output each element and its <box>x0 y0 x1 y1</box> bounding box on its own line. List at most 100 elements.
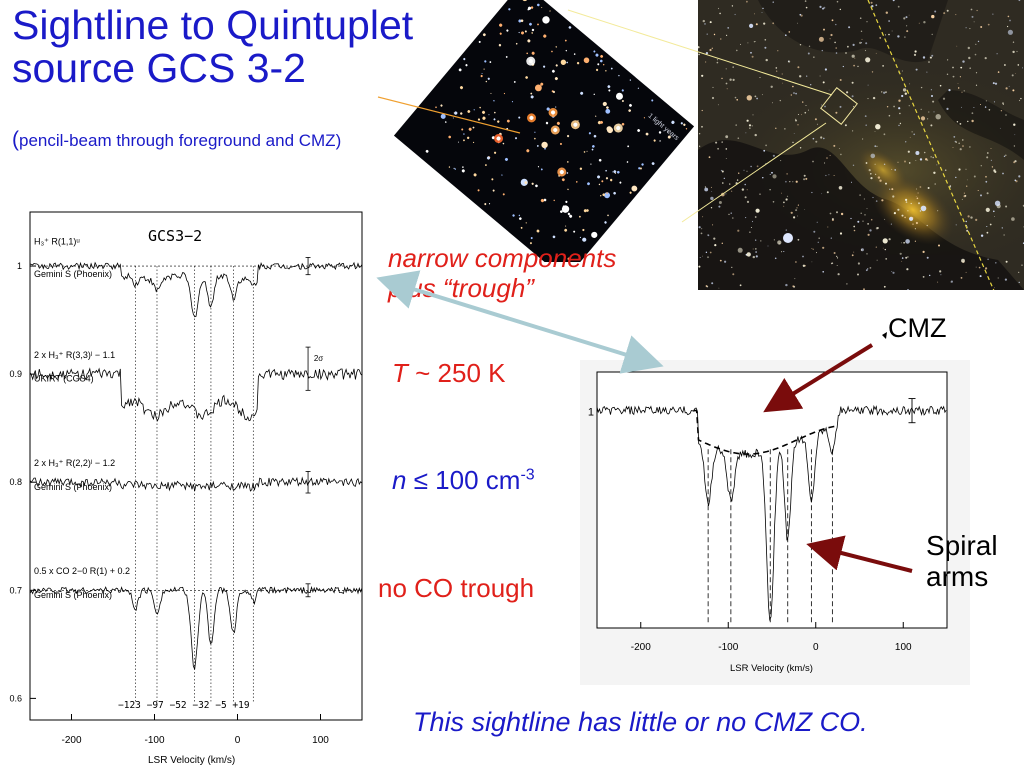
star <box>750 165 752 168</box>
star <box>783 251 785 252</box>
star <box>952 75 955 78</box>
star <box>777 240 782 245</box>
star <box>893 212 896 215</box>
star <box>931 54 934 57</box>
star <box>925 158 928 161</box>
star <box>866 21 868 23</box>
series-instrument-label: Gemini S (Phoenix) <box>34 482 112 492</box>
star <box>724 260 727 263</box>
star <box>709 251 712 254</box>
star <box>919 158 923 161</box>
star <box>1002 103 1004 105</box>
star <box>897 208 900 211</box>
star <box>556 121 560 125</box>
star <box>698 133 701 135</box>
star <box>764 46 767 49</box>
star <box>875 246 877 248</box>
series-instrument-label: Gemini S (Phoenix) <box>34 590 112 600</box>
star <box>853 225 856 228</box>
star <box>785 283 788 287</box>
star <box>1000 110 1003 112</box>
star <box>746 170 748 172</box>
star <box>930 89 932 91</box>
star <box>987 23 990 26</box>
star <box>555 106 557 108</box>
star <box>797 66 800 69</box>
star <box>823 28 825 31</box>
star <box>619 181 622 184</box>
star <box>1002 102 1004 105</box>
star <box>922 276 925 278</box>
star <box>913 133 915 136</box>
star <box>875 173 877 175</box>
star <box>536 3 540 7</box>
star <box>717 104 719 106</box>
star <box>667 135 671 139</box>
star <box>883 163 886 165</box>
star <box>919 186 922 188</box>
star <box>492 189 495 192</box>
star <box>965 168 967 170</box>
star <box>763 149 766 152</box>
star <box>907 150 910 153</box>
star <box>536 229 540 233</box>
star <box>905 198 908 201</box>
series-label: H₃⁺ R(1,1)ᵘ <box>34 236 80 246</box>
star <box>864 49 867 52</box>
density-value: ≤ 100 cm <box>406 465 521 495</box>
annotation-narrow-components: narrow components plus “trough” <box>388 243 616 303</box>
star <box>555 64 558 67</box>
star <box>711 47 713 49</box>
star <box>754 41 756 42</box>
star <box>957 83 959 84</box>
star <box>747 42 749 44</box>
star <box>613 191 616 195</box>
star <box>790 211 793 214</box>
star <box>885 91 887 93</box>
star <box>488 203 491 205</box>
star <box>735 182 738 185</box>
star <box>804 111 807 114</box>
star <box>604 221 607 224</box>
star <box>959 148 962 151</box>
star <box>725 82 728 85</box>
star <box>926 256 929 259</box>
star <box>821 193 823 195</box>
star <box>704 23 706 25</box>
star <box>851 81 854 84</box>
star <box>930 124 933 127</box>
star <box>867 223 869 225</box>
star <box>562 205 566 208</box>
star <box>699 257 701 258</box>
star <box>908 162 911 164</box>
star <box>534 131 536 133</box>
star <box>793 92 795 94</box>
star <box>534 137 536 140</box>
star <box>600 121 603 124</box>
star <box>822 246 825 249</box>
star <box>824 105 826 108</box>
x-tick-label: -100 <box>718 642 738 653</box>
star <box>767 245 769 247</box>
star <box>761 94 763 96</box>
star <box>717 147 719 150</box>
star <box>551 50 553 53</box>
star <box>564 228 568 232</box>
star <box>831 262 834 264</box>
star <box>602 101 607 107</box>
bright-star <box>783 233 793 243</box>
star <box>717 7 720 10</box>
star <box>802 264 806 267</box>
star <box>515 137 518 140</box>
star <box>754 13 755 15</box>
star <box>454 168 456 170</box>
star <box>989 223 992 226</box>
star <box>875 124 881 130</box>
x-tick-label: -200 <box>61 735 81 746</box>
star <box>702 216 704 218</box>
star <box>710 196 714 201</box>
star <box>734 13 736 16</box>
star <box>949 185 952 187</box>
star <box>997 71 1000 73</box>
star <box>1005 114 1007 116</box>
